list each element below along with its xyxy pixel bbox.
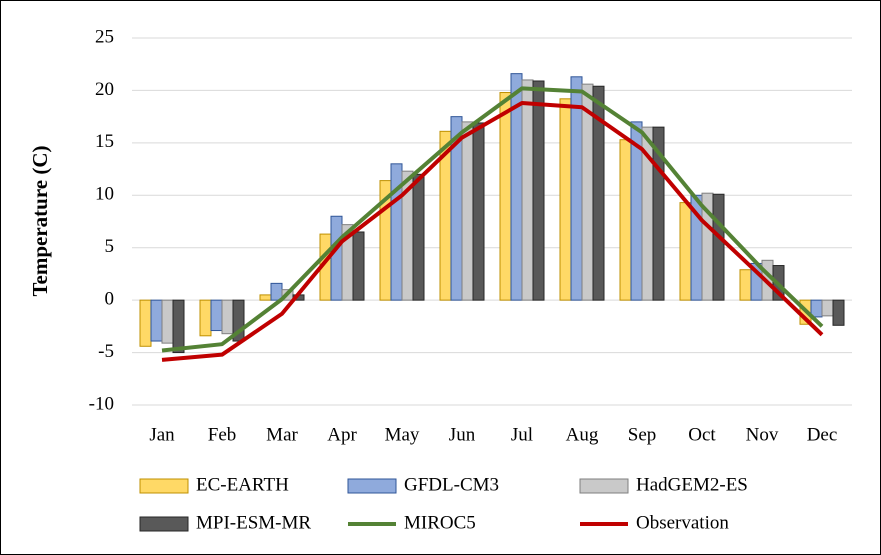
x-tick-label: May [385,424,420,445]
bar [712,193,725,301]
legend-swatch [139,516,189,532]
y-tick-label: -5 [98,341,114,362]
bar [679,202,692,301]
bar [352,231,365,301]
bar [832,299,845,326]
bar [592,85,605,301]
x-tick-label: Dec [807,424,838,445]
bar [559,98,572,301]
legend-swatch [347,478,397,494]
bar [161,299,174,344]
bar [172,299,185,354]
x-tick-label: Apr [327,424,357,445]
x-tick-label: Mar [266,424,298,445]
legend-label: EC-EARTH [196,474,289,495]
legend-swatch [139,478,189,494]
bar [139,299,152,347]
x-tick-label: Oct [688,424,716,445]
bar [570,76,583,301]
y-tick-label: 5 [105,236,115,257]
y-tick-label: -10 [89,393,114,414]
bar [521,79,534,301]
bar [499,92,512,301]
bar [739,269,752,301]
bar [330,215,343,301]
legend-label: HadGEM2-ES [636,474,748,495]
bar [270,282,283,301]
bar [150,299,163,342]
x-tick-label: Aug [566,424,599,445]
legend-swatch [579,478,629,494]
bar [472,122,485,301]
bar [221,299,234,335]
legend-label: MIROC5 [404,512,476,533]
x-tick-label: Sep [628,424,657,445]
legend-label: GFDL-CM3 [404,474,499,495]
bar [210,299,223,332]
bar [412,173,425,301]
y-tick-label: 10 [95,184,114,205]
x-tick-label: Jan [149,424,175,445]
bar [619,139,632,301]
y-tick-label: 0 [105,289,115,310]
x-tick-label: Feb [208,424,237,445]
bar [652,126,665,301]
x-tick-label: Jul [511,424,533,445]
line [161,86,824,353]
line [161,101,824,362]
bar [532,80,545,301]
bar [581,83,594,301]
x-tick-label: Jun [449,424,476,445]
y-axis-label: Temperature (C) [28,145,52,296]
legend-label: MPI-ESM-MR [196,512,311,533]
y-tick-label: 15 [95,131,114,152]
bar [199,299,212,337]
x-tick-label: Nov [746,424,779,445]
bar [461,121,474,301]
y-tick-label: 20 [95,79,114,100]
bar [810,299,823,318]
y-tick-label: 25 [95,26,114,47]
bar [259,294,272,301]
bar [821,299,834,317]
legend-label: Observation [636,512,729,533]
